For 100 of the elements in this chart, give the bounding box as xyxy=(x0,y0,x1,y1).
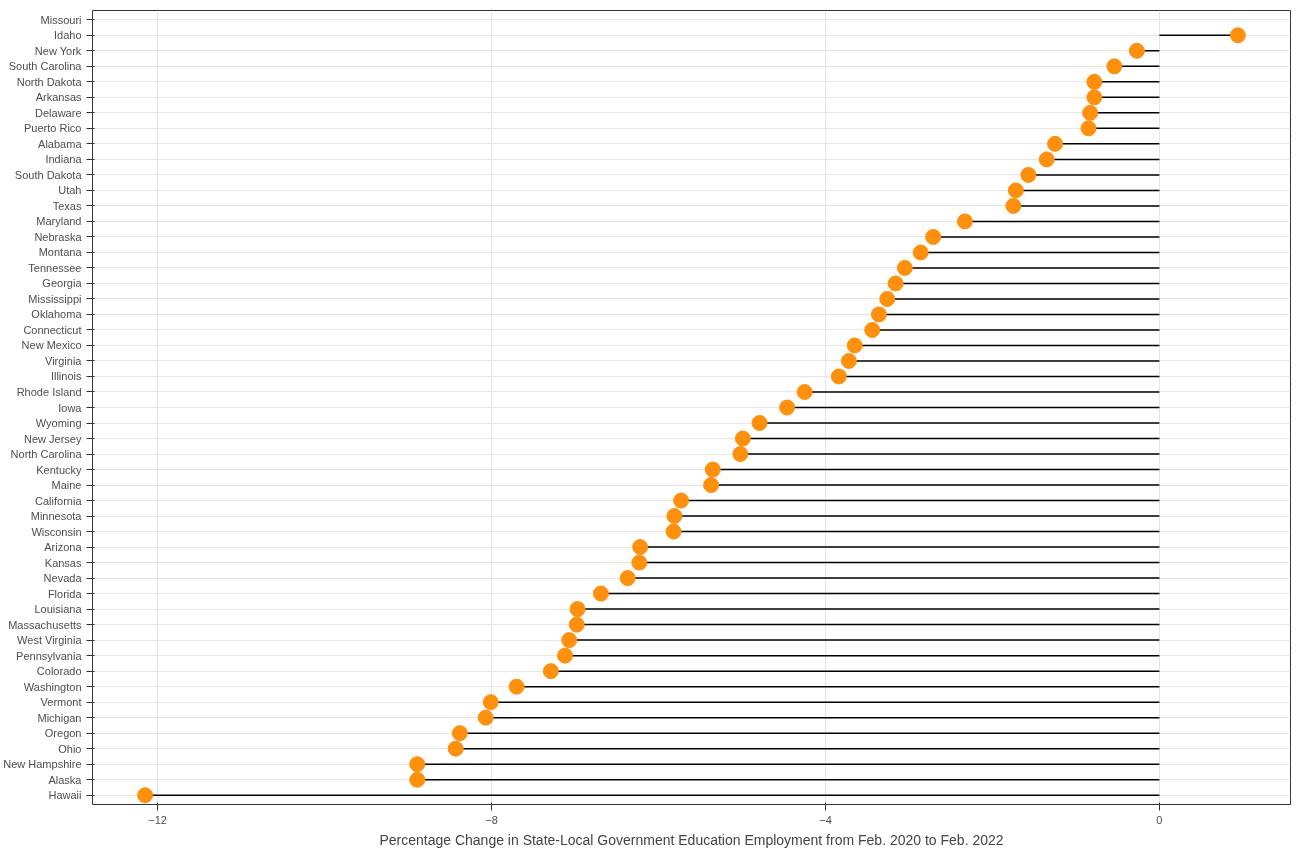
y-tick-label: West Virginia xyxy=(17,634,83,647)
y-tick-label: Hawaii xyxy=(48,789,82,802)
y-tick-label: Arizona xyxy=(44,541,83,554)
y-tick-label: Kentucky xyxy=(36,463,82,476)
point xyxy=(631,554,648,571)
point xyxy=(542,663,559,680)
x-axis-title: Percentage Change in State-Local Government Education Employment from Feb. 2020 to Feb. 2022 xyxy=(379,831,1004,848)
point xyxy=(557,647,574,664)
point xyxy=(409,771,426,788)
y-tick-label: Florida xyxy=(47,587,83,600)
point xyxy=(451,725,468,742)
point xyxy=(137,787,154,804)
point xyxy=(840,352,857,369)
point xyxy=(1007,182,1024,199)
y-tick-label: New Jersey xyxy=(24,432,82,445)
point xyxy=(703,477,720,494)
point xyxy=(779,399,796,416)
x-tick-label: −12 xyxy=(148,813,167,826)
point xyxy=(447,740,464,757)
point xyxy=(925,228,942,245)
y-tick-label: Georgia xyxy=(42,277,83,290)
y-tick-label: Kansas xyxy=(44,556,82,569)
y-tick-label: Pennsylvania xyxy=(16,649,83,662)
point xyxy=(1038,151,1055,168)
point xyxy=(1047,135,1064,152)
point xyxy=(896,259,913,276)
y-tick-label: Michigan xyxy=(37,711,82,724)
x-tick-label: 0 xyxy=(1156,813,1163,826)
y-tick-label: Texas xyxy=(52,199,82,212)
point xyxy=(477,709,494,726)
point xyxy=(482,694,499,711)
y-tick-label: South Carolina xyxy=(8,60,83,73)
point xyxy=(1080,120,1097,137)
point xyxy=(887,275,904,292)
point xyxy=(569,601,586,618)
y-tick-label: Utah xyxy=(58,184,82,197)
y-tick-label: Indiana xyxy=(45,153,83,166)
point xyxy=(1005,197,1022,214)
point xyxy=(830,368,847,385)
point xyxy=(568,616,585,633)
point xyxy=(704,461,721,478)
y-tick-label: North Carolina xyxy=(10,448,83,461)
y-tick-label: Massachusetts xyxy=(8,618,82,631)
point xyxy=(864,321,881,338)
point xyxy=(846,337,863,354)
point xyxy=(734,430,751,447)
y-tick-label: New Mexico xyxy=(21,339,82,352)
y-tick-label: Wyoming xyxy=(35,417,82,430)
point xyxy=(673,492,690,509)
point xyxy=(619,570,636,587)
y-tick-label: Iowa xyxy=(58,401,83,414)
point xyxy=(956,213,973,230)
y-tick-label: Washington xyxy=(23,680,82,693)
point xyxy=(1229,27,1246,44)
y-tick-label: Ohio xyxy=(58,742,82,755)
point xyxy=(1020,166,1037,183)
y-tick-label: Alabama xyxy=(38,137,83,150)
y-tick-label: Mississippi xyxy=(28,292,82,305)
point xyxy=(1128,42,1145,59)
y-tick-label: California xyxy=(35,494,83,507)
y-tick-label: Oklahoma xyxy=(31,308,83,321)
y-tick-label: South Dakota xyxy=(14,168,83,181)
y-tick-label: Montana xyxy=(38,246,83,259)
y-tick-label: Alaska xyxy=(48,773,83,786)
point xyxy=(870,306,887,323)
y-tick-label: Colorado xyxy=(36,665,82,678)
point xyxy=(912,244,929,261)
point xyxy=(796,384,813,400)
y-tick-label: Delaware xyxy=(35,106,82,119)
point xyxy=(409,756,426,773)
y-tick-label: Oregon xyxy=(44,727,82,740)
y-tick-label: Maine xyxy=(51,479,82,492)
point xyxy=(632,539,649,556)
y-tick-label: Louisiana xyxy=(34,603,83,616)
point xyxy=(665,523,682,540)
y-tick-label: New Hampshire xyxy=(3,758,82,771)
point xyxy=(508,678,525,695)
y-tick-label: Connecticut xyxy=(23,323,82,336)
y-tick-label: Arkansas xyxy=(35,91,82,104)
point xyxy=(666,508,683,525)
y-tick-label: Idaho xyxy=(53,29,82,42)
point xyxy=(1086,89,1103,106)
y-tick-label: Puerto Rico xyxy=(24,122,82,135)
point xyxy=(732,446,749,463)
point xyxy=(879,290,896,307)
x-tick-label: −8 xyxy=(485,813,498,826)
y-tick-label: Tennessee xyxy=(28,261,82,274)
y-tick-label: New York xyxy=(34,44,82,57)
y-tick-label: Missouri xyxy=(40,13,82,26)
y-tick-label: North Dakota xyxy=(16,75,83,88)
y-tick-label: Virginia xyxy=(45,354,83,367)
point xyxy=(751,415,768,431)
y-tick-label: Minnesota xyxy=(30,510,83,523)
y-tick-label: Vermont xyxy=(40,696,82,709)
y-tick-label: Wisconsin xyxy=(31,525,82,538)
y-tick-label: Rhode Island xyxy=(16,385,82,398)
point xyxy=(1086,73,1103,90)
y-tick-label: Nevada xyxy=(43,572,83,585)
y-tick-label: Nebraska xyxy=(34,230,83,243)
point xyxy=(561,632,578,649)
